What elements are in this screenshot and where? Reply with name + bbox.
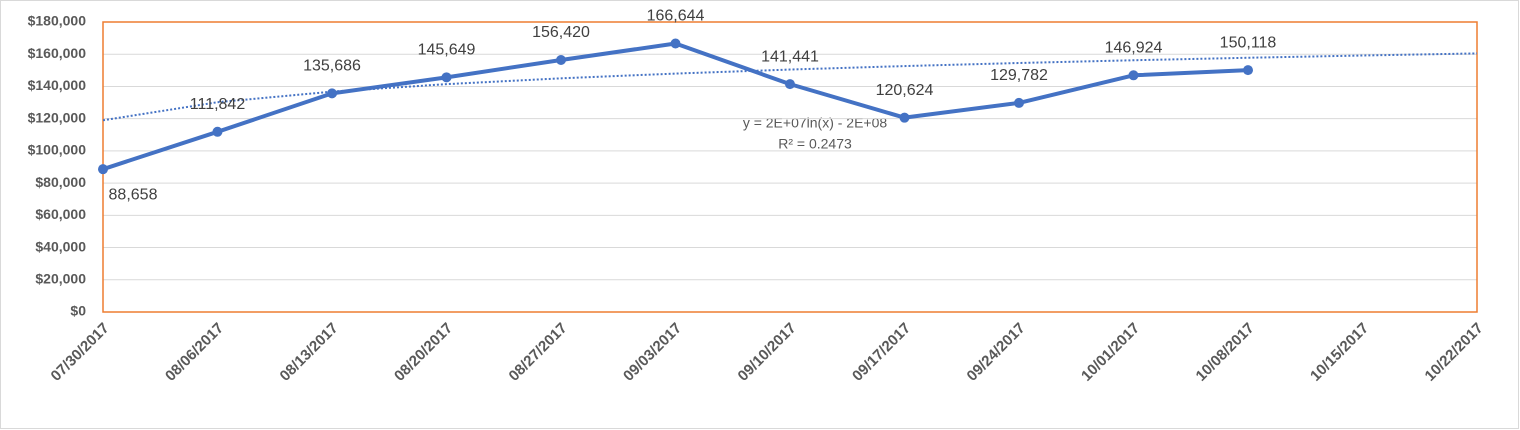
data-point bbox=[899, 112, 910, 123]
data-label: 120,624 bbox=[876, 82, 934, 99]
data-label: 135,686 bbox=[303, 58, 361, 75]
y-tick-label: $120,000 bbox=[28, 109, 87, 125]
data-label: 156,420 bbox=[532, 24, 590, 41]
data-point bbox=[441, 72, 452, 83]
data-point bbox=[556, 54, 566, 65]
data-label: 166,644 bbox=[647, 8, 705, 25]
data-label: 150,118 bbox=[1220, 34, 1277, 51]
data-label: 129,782 bbox=[990, 67, 1048, 84]
data-point bbox=[327, 88, 337, 99]
data-point bbox=[98, 164, 108, 175]
y-tick-label: $40,000 bbox=[35, 238, 86, 254]
data-point bbox=[212, 126, 223, 137]
data-label: 111,842 bbox=[190, 96, 246, 113]
data-label: 145,649 bbox=[418, 42, 476, 59]
y-tick-label: $160,000 bbox=[28, 45, 87, 61]
y-tick-label: $20,000 bbox=[35, 270, 86, 286]
y-tick-label: $60,000 bbox=[35, 206, 86, 222]
trend-equation: y = 2E+07ln(x) - 2E+08 bbox=[743, 115, 888, 131]
data-label: 141,441 bbox=[761, 48, 819, 65]
data-point bbox=[1128, 70, 1139, 81]
data-label: 146,924 bbox=[1105, 40, 1163, 57]
data-label: 88,658 bbox=[109, 186, 158, 203]
y-tick-label: $140,000 bbox=[28, 77, 87, 93]
trend-r-squared: R² = 0.2473 bbox=[778, 136, 852, 152]
data-point bbox=[1243, 65, 1253, 76]
y-tick-label: $0 bbox=[70, 303, 86, 319]
data-point bbox=[1014, 97, 1024, 108]
y-tick-label: $180,000 bbox=[28, 13, 87, 29]
trendline bbox=[102, 52, 1478, 122]
y-tick-label: $100,000 bbox=[28, 142, 87, 158]
y-tick-label: $80,000 bbox=[35, 174, 86, 190]
data-point bbox=[785, 79, 795, 90]
data-point bbox=[670, 38, 681, 49]
